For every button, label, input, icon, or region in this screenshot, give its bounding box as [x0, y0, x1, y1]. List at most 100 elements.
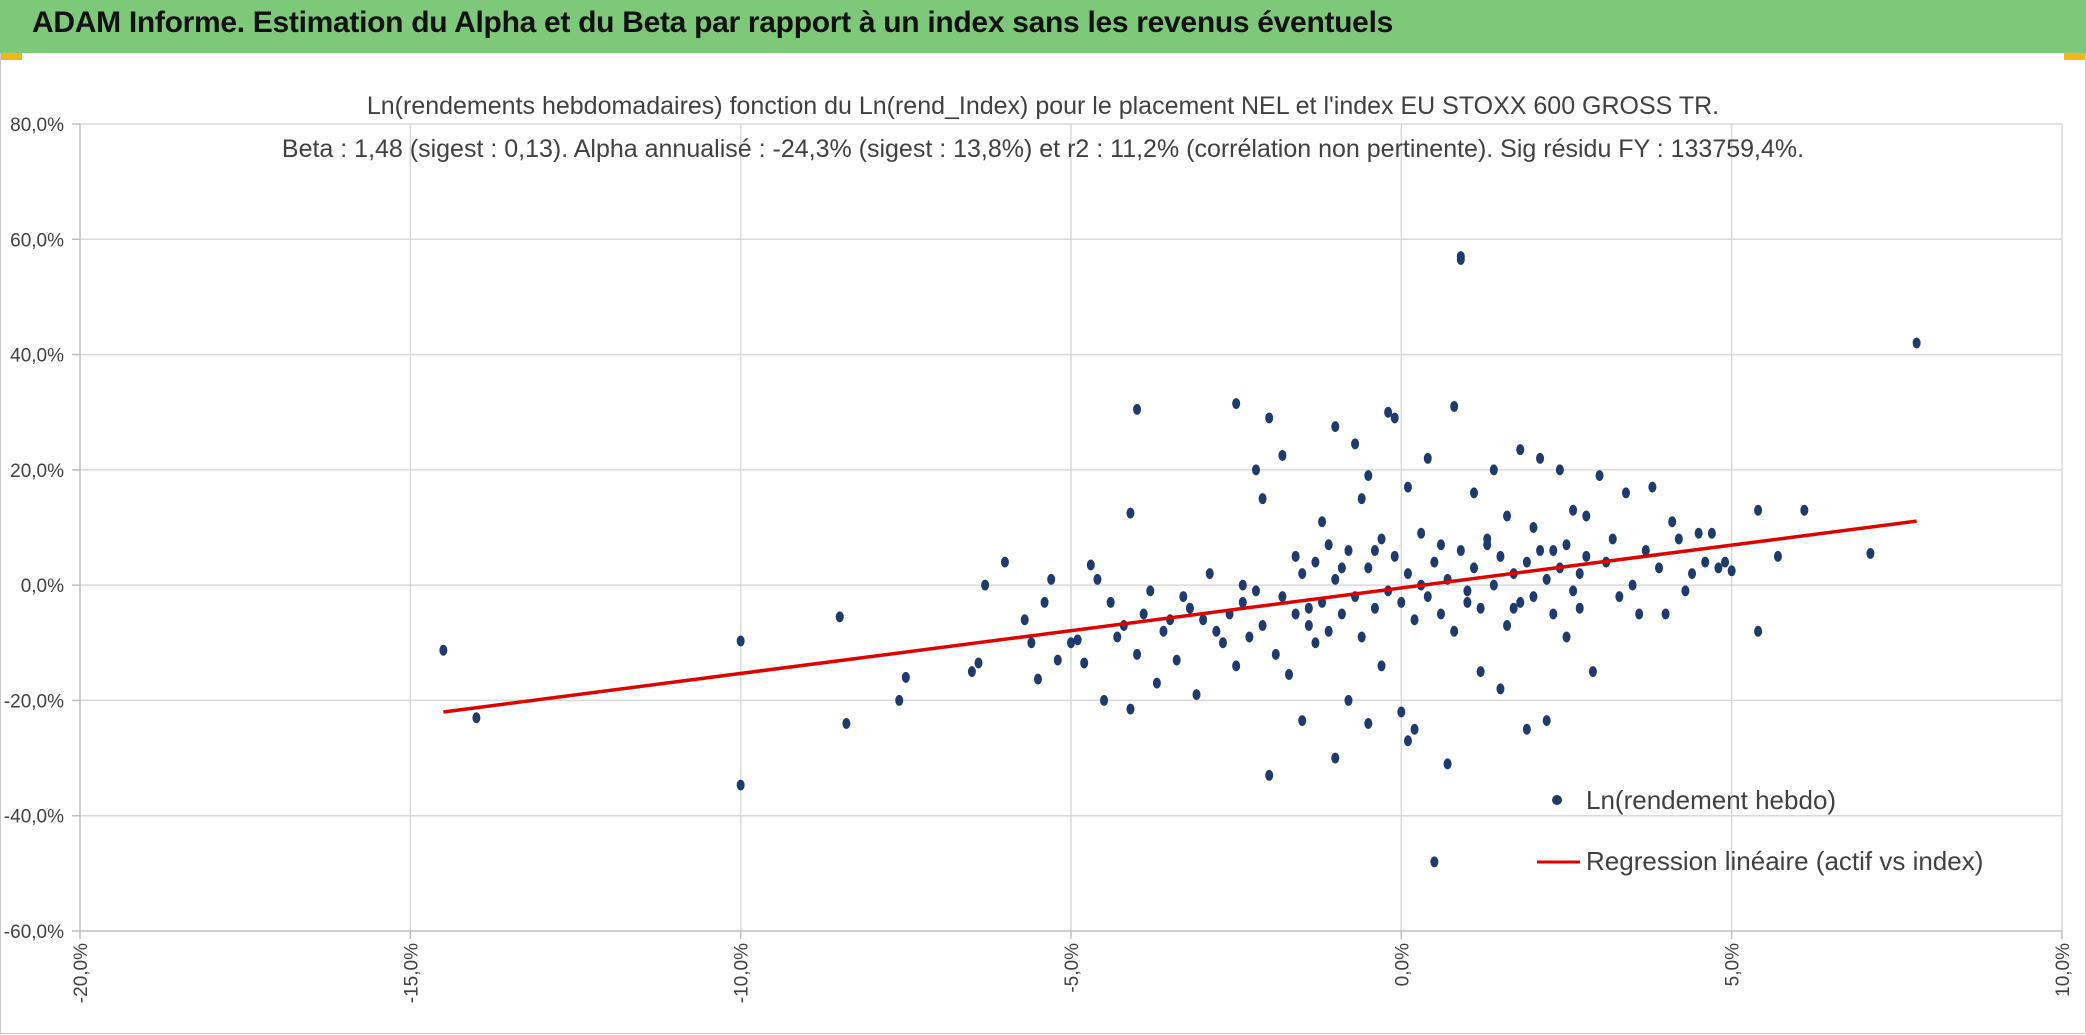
scatter-point [1496, 683, 1505, 695]
scatter-point [974, 657, 983, 669]
scatter-point [1635, 608, 1644, 620]
scatter-point [1582, 510, 1591, 522]
scatter-point [1278, 449, 1287, 461]
scatter-point [1522, 556, 1531, 568]
scatter-point [1588, 666, 1597, 678]
scatter-point [1436, 608, 1445, 620]
scatter-point [1417, 527, 1426, 539]
scatter-point [1641, 545, 1650, 557]
axes [72, 123, 2063, 939]
scatter-point [1595, 470, 1604, 482]
legend-marker-scatter [1552, 795, 1562, 805]
scatter-point [1681, 585, 1690, 597]
x-tick-labels: -20,0% -15,0% -10,0% -5,0% 0,0% 5,0% 10,0% [71, 943, 2074, 1003]
scatter-point [1146, 585, 1155, 597]
scatter-point [1251, 464, 1260, 476]
x-tick-label: 10,0% [2053, 943, 2074, 997]
scatter-point [1423, 591, 1432, 603]
scatter-point [1496, 550, 1505, 562]
scatter-point [1205, 568, 1214, 580]
scatter-point [1311, 556, 1320, 568]
scatter-point [1238, 579, 1247, 591]
scatter-point [1067, 637, 1075, 649]
y-tick-label: 60,0% [10, 230, 64, 251]
scatter-point [1364, 562, 1373, 574]
scatter-point [1668, 516, 1677, 528]
scatter-point [1569, 504, 1578, 516]
scatter-point [1337, 608, 1346, 620]
scatter-point [1615, 591, 1624, 603]
scatter-point [1397, 596, 1406, 608]
scatter-point [472, 712, 481, 724]
scatter-point [1503, 510, 1512, 522]
scatter-point [1298, 715, 1307, 727]
scatter-point [1344, 545, 1353, 557]
scatter-point [1033, 673, 1042, 685]
scatter-point [1218, 637, 1227, 649]
scatter-point [1522, 723, 1531, 735]
scatter-point [1721, 556, 1730, 568]
scatter-point [1357, 631, 1366, 643]
scatter-point [1582, 550, 1591, 562]
scatter-point [1073, 634, 1082, 646]
scatter-point [1654, 562, 1663, 574]
chart-subtitle: Beta : 1,48 (sigest : 0,13). Alpha annua… [282, 135, 1804, 163]
scatter-point [1093, 573, 1102, 585]
scatter-point [1185, 602, 1194, 614]
scatter-point [1575, 568, 1584, 580]
scatter-point [1403, 568, 1412, 580]
scatter-point [1403, 481, 1412, 493]
y-gridlines [80, 123, 2062, 817]
app-header: ADAM Informe. Estimation du Alpha et du … [0, 0, 2086, 53]
chart-title: Ln(rendements hebdomadaires) fonction du… [367, 92, 1719, 120]
scatter-point [1232, 660, 1241, 672]
scatter-point [1053, 654, 1062, 666]
scatter-point [439, 644, 448, 656]
scatter-point [1047, 573, 1056, 585]
scatter-point [1232, 398, 1241, 410]
scatter-point [1331, 752, 1340, 764]
scatter-point [1516, 596, 1525, 608]
scatter-point [1707, 527, 1716, 539]
scatter-point [1648, 481, 1657, 493]
scatter-point [1258, 493, 1267, 505]
scatter-point [1661, 608, 1670, 620]
scatter-point [1714, 562, 1723, 574]
scatter-point [1304, 619, 1313, 631]
scatter-point [1397, 706, 1406, 718]
scatter-point [1912, 337, 1921, 349]
scatter-point [1100, 694, 1109, 706]
scatter-point [1450, 400, 1459, 412]
scatter-point [1542, 573, 1551, 585]
scatter-point [1754, 504, 1763, 516]
scatter-point [1562, 539, 1571, 551]
scatter-point [1410, 723, 1419, 735]
regression-line [443, 519, 1917, 714]
scatter-point [835, 611, 844, 623]
scatter-point [1311, 637, 1320, 649]
scatter-point [842, 717, 851, 729]
scatter-point [1027, 637, 1036, 649]
scatter-point [1800, 504, 1809, 516]
x-tick-label: 5,0% [1723, 943, 1744, 986]
scatter-point [1291, 550, 1300, 562]
scatter-point [1503, 619, 1512, 631]
scatter-point [1370, 602, 1379, 614]
scatter-point [1370, 545, 1379, 557]
scatter-point [1126, 507, 1135, 519]
scatter-point [1245, 631, 1254, 643]
scatter-point [1258, 619, 1267, 631]
scatter-point [1377, 533, 1386, 545]
scatter-point [981, 579, 990, 591]
scatter-point [1489, 464, 1498, 476]
y-tick-labels: -60,0% -40,0% -20,0% 0,0% 20,0% 40,0% 60,0% 80,… [4, 115, 64, 943]
scatter-point [1377, 660, 1386, 672]
scatter-point [1324, 539, 1333, 551]
corner-marker-right [2064, 53, 2086, 60]
scatter-point [1357, 493, 1366, 505]
scatter-point [1430, 556, 1439, 568]
scatter-point [1509, 602, 1518, 614]
scatter-point [1390, 550, 1399, 562]
scatter-point [1020, 614, 1029, 626]
scatter-point [1192, 689, 1201, 701]
